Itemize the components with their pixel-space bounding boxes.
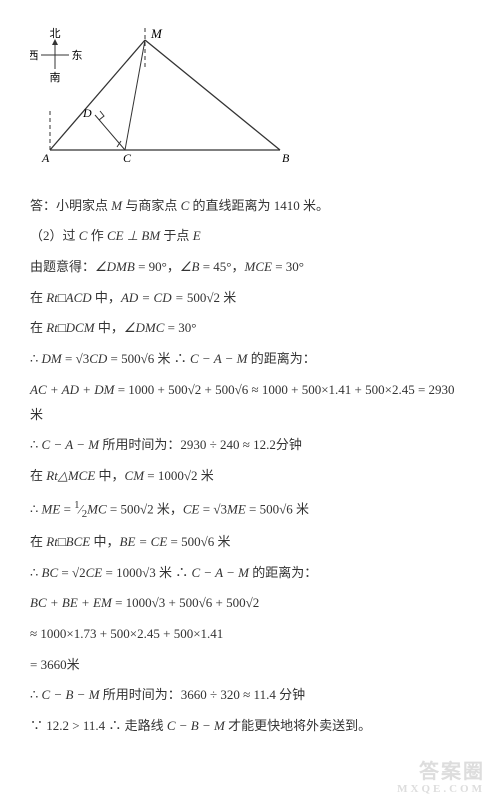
svg-text:东: 东: [72, 49, 83, 62]
svg-text:B: B: [282, 151, 290, 165]
solution-line: 在 Rt□BCE 中，BE = CE = 500√6 米: [30, 530, 470, 555]
diagram-svg: 北南西 东 A B C D M: [30, 20, 300, 170]
solution-line: 在 Rt△MCE 中，CM = 1000√2 米: [30, 464, 470, 489]
solution-line: ∵ 12.2 > 11.4 ∴ 走路线 C − B − M 才能更快地将外卖送到…: [30, 714, 470, 739]
solution-line: = 3660米: [30, 653, 470, 678]
svg-text:北: 北: [50, 27, 61, 40]
watermark-main: 答案圈: [397, 761, 485, 783]
svg-text:M: M: [150, 26, 163, 41]
solution-line: ∴ ME = 1⁄2MC = 500√2 米，CE = √3ME = 500√6…: [30, 495, 470, 524]
geometry-diagram: 北南西 东 A B C D M: [30, 20, 470, 179]
watermark-sub: MXQE.COM: [397, 783, 485, 795]
svg-text:南: 南: [50, 71, 61, 84]
solution-line: 答：小明家点 M 与商家点 C 的直线距离为 1410 米。: [30, 194, 470, 219]
watermark: 答案圈 MXQE.COM: [397, 761, 485, 795]
solution-line: AC + AD + DM = 1000 + 500√2 + 500√6 ≈ 10…: [30, 378, 470, 427]
solution-line: （2）过 C 作 CE ⊥ BM 于点 E: [30, 224, 470, 249]
solution-line: BC + BE + EM = 1000√3 + 500√6 + 500√2: [30, 591, 470, 616]
svg-text:A: A: [41, 151, 50, 165]
svg-text:西: 西: [30, 50, 39, 62]
solution-line: 在 Rt□DCM 中，∠DMC = 30°: [30, 316, 470, 341]
svg-text:D: D: [82, 106, 92, 120]
solution-line: ∴ DM = √3CD = 500√6 米 ∴ C − A − M 的距离为：: [30, 347, 470, 372]
solution-line: 在 Rt□ACD 中，AD = CD = 500√2 米: [30, 286, 470, 311]
solution-line: ∴ BC = √2CE = 1000√3 米 ∴ C − A − M 的距离为：: [30, 561, 470, 586]
svg-text:C: C: [123, 151, 132, 165]
solution-text: 答：小明家点 M 与商家点 C 的直线距离为 1410 米。 （2）过 C 作 C…: [30, 194, 470, 739]
solution-line: ∴ C − B − M 所用时间为：3660 ÷ 320 ≈ 11.4 分钟: [30, 683, 470, 708]
solution-line: ≈ 1000×1.73 + 500×2.45 + 500×1.41: [30, 622, 470, 647]
solution-line: ∴ C − A − M 所用时间为：2930 ÷ 240 ≈ 12.2分钟: [30, 433, 470, 458]
solution-line: 由题意得：∠DMB = 90°，∠B = 45°，MCE = 30°: [30, 255, 470, 280]
